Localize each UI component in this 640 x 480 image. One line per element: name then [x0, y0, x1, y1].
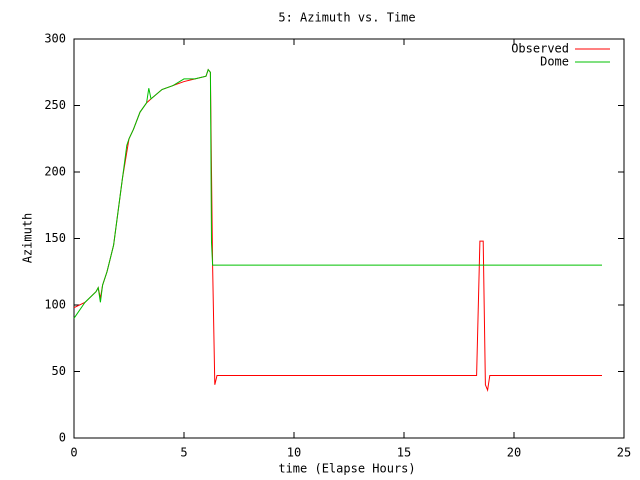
x-tick-label: 10 [287, 446, 301, 460]
legend-label: Observed [511, 42, 569, 56]
x-tick-label: 25 [617, 446, 631, 460]
x-tick-label: 5 [180, 446, 187, 460]
y-tick-label: 200 [44, 165, 66, 179]
y-tick-label: 150 [44, 231, 66, 245]
x-axis-label: time (Elapse Hours) [278, 462, 415, 476]
y-tick-label: 300 [44, 32, 66, 46]
legend-label: Dome [540, 55, 569, 69]
y-tick-label: 0 [59, 431, 66, 445]
y-axis-label: Azimuth [21, 213, 35, 264]
x-tick-label: 20 [507, 446, 521, 460]
x-tick-label: 15 [397, 446, 411, 460]
x-tick-label: 0 [70, 446, 77, 460]
series-line [73, 68, 602, 392]
y-tick-label: 250 [44, 98, 66, 112]
y-tick-label: 100 [44, 298, 66, 312]
y-tick-label: 50 [52, 364, 66, 378]
series-line [73, 68, 602, 319]
plot-border [73, 38, 625, 439]
chart-title: 5: Azimuth vs. Time [278, 11, 415, 25]
